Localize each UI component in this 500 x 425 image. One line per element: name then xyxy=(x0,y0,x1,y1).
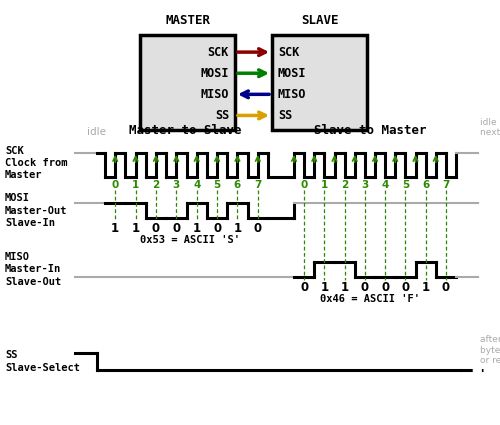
Text: 4: 4 xyxy=(193,180,200,190)
Text: 0: 0 xyxy=(361,281,369,294)
Text: 1: 1 xyxy=(340,281,348,294)
Text: 1: 1 xyxy=(132,180,139,190)
Text: 0: 0 xyxy=(442,281,450,294)
Bar xyxy=(272,35,367,130)
Text: 3: 3 xyxy=(172,180,180,190)
Text: SS: SS xyxy=(278,109,292,122)
Text: 0: 0 xyxy=(172,222,180,235)
Text: 1: 1 xyxy=(132,222,140,235)
Text: idle: idle xyxy=(88,127,106,137)
Text: SLAVE: SLAVE xyxy=(301,14,338,27)
Text: Master to Slave: Master to Slave xyxy=(129,124,241,137)
Text: 7: 7 xyxy=(254,180,262,190)
Bar xyxy=(140,35,235,130)
Text: 5: 5 xyxy=(214,180,220,190)
Text: 0: 0 xyxy=(300,281,308,294)
Text: 1: 1 xyxy=(192,222,201,235)
Text: MOSI
Master-Out
Slave-In: MOSI Master-Out Slave-In xyxy=(5,193,68,228)
Text: SS
Slave-Select: SS Slave-Select xyxy=(5,350,80,373)
Text: SCK: SCK xyxy=(208,45,229,59)
Text: MISO: MISO xyxy=(200,88,229,101)
Text: 2: 2 xyxy=(341,180,348,190)
Text: SCK
Clock from
Master: SCK Clock from Master xyxy=(5,146,68,180)
Text: MISO: MISO xyxy=(278,88,306,101)
Text: 0: 0 xyxy=(300,180,308,190)
Text: 0: 0 xyxy=(112,180,119,190)
Text: 1: 1 xyxy=(422,281,430,294)
Text: 1: 1 xyxy=(234,222,241,235)
Text: 0: 0 xyxy=(254,222,262,235)
Text: 0x46 = ASCII 'F': 0x46 = ASCII 'F' xyxy=(320,294,420,304)
Text: 6: 6 xyxy=(422,180,429,190)
Text: 0: 0 xyxy=(213,222,221,235)
Text: 1: 1 xyxy=(320,281,328,294)
Text: 7: 7 xyxy=(442,180,450,190)
Text: 1: 1 xyxy=(321,180,328,190)
Text: 1: 1 xyxy=(111,222,120,235)
Text: MASTER: MASTER xyxy=(165,14,210,27)
Text: MOSI: MOSI xyxy=(278,67,306,80)
Text: 0: 0 xyxy=(152,222,160,235)
Text: 4: 4 xyxy=(382,180,389,190)
Text: MOSI: MOSI xyxy=(200,67,229,80)
Text: 6: 6 xyxy=(234,180,241,190)
Text: idle or
next byte: idle or next byte xyxy=(480,118,500,137)
Text: 5: 5 xyxy=(402,180,409,190)
Text: 0: 0 xyxy=(402,281,409,294)
Text: 2: 2 xyxy=(152,180,160,190)
Text: 3: 3 xyxy=(361,180,368,190)
Text: 0x53 = ASCII 'S': 0x53 = ASCII 'S' xyxy=(140,235,240,245)
Text: SS: SS xyxy=(215,109,229,122)
Text: 0: 0 xyxy=(381,281,389,294)
Text: SCK: SCK xyxy=(278,45,299,59)
Text: MISO
Master-In
Slave-Out: MISO Master-In Slave-Out xyxy=(5,252,61,287)
Text: after last
byte sent
or received: after last byte sent or received xyxy=(480,335,500,365)
Text: Slave to Master: Slave to Master xyxy=(314,124,426,137)
